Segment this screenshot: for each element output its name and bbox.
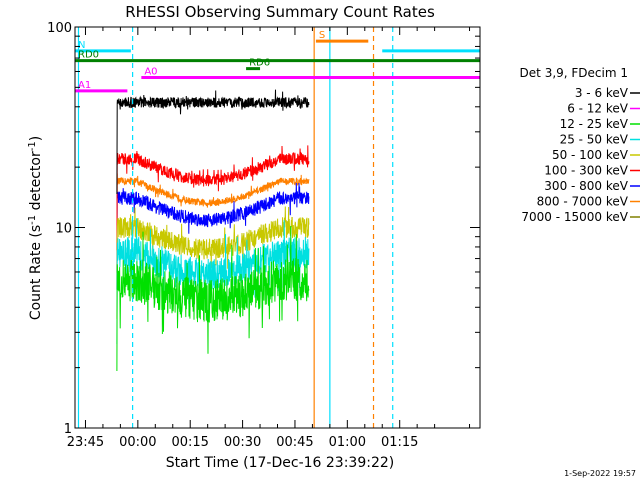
- axis-layer: 1 10 100 23:45 00:00 00:15 00:30 00:45 01:00 01:1…: [47, 21, 480, 450]
- flag-label: RD6: [249, 58, 270, 69]
- x-tick-label: 01:15: [381, 435, 418, 450]
- x-axis-label: Start Time (17-Dec-16 23:39:22): [166, 455, 394, 471]
- flag-label: S: [319, 30, 325, 41]
- legend-label: 25 - 50 keV: [560, 133, 629, 147]
- series-line: [116, 225, 310, 372]
- y-axis-label: Count Rate (s-1 detector-1): [27, 136, 44, 320]
- x-tick-label: 01:00: [329, 435, 366, 450]
- flag-label: RD0: [78, 50, 99, 61]
- y-tick-label: 100: [47, 21, 72, 36]
- legend-label: 800 - 7000 keV: [537, 195, 629, 209]
- legend-label: 6 - 12 keV: [567, 102, 629, 116]
- y-tick-label: 10: [55, 222, 72, 237]
- flag-label: A0: [144, 66, 157, 77]
- legend-label: 50 - 100 keV: [552, 148, 629, 162]
- legend-label: 3 - 6 keV: [575, 86, 629, 100]
- x-tick-label: 00:15: [171, 435, 208, 450]
- y-tick-label: 1: [64, 422, 72, 437]
- x-tick-label: 23:45: [67, 435, 104, 450]
- legend-label: 12 - 25 keV: [560, 117, 629, 131]
- legend-label: 100 - 300 keV: [544, 164, 628, 178]
- x-tick-label: 00:00: [119, 435, 156, 450]
- series-line: [116, 173, 310, 273]
- series-line: [116, 218, 310, 345]
- data-layer: [116, 89, 310, 372]
- flag-label: A1: [78, 80, 91, 91]
- legend-title: Det 3,9, FDecim 1: [520, 66, 628, 80]
- x-tick-label: 00:30: [224, 435, 261, 450]
- chart-title: RHESSI Observing Summary Count Rates: [125, 3, 435, 21]
- series-line: [116, 145, 310, 251]
- legend-label: 300 - 800 keV: [544, 179, 628, 193]
- series-line: [116, 206, 310, 319]
- series-line: [116, 182, 310, 290]
- footer-date: 1-Sep-2022 19:57: [564, 469, 636, 478]
- x-tick-label: 00:45: [276, 435, 313, 450]
- series-line: [116, 89, 310, 195]
- flag-label: N: [78, 40, 85, 51]
- legend-label: 7000 - 15000 keV: [521, 210, 628, 224]
